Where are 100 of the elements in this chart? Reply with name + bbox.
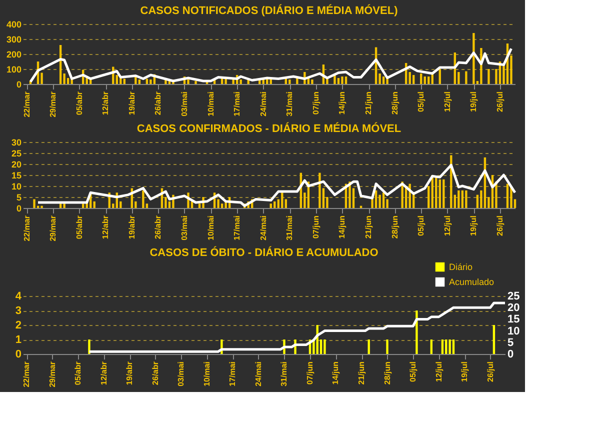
x-tick-label: 26/jul bbox=[486, 362, 495, 382]
bar bbox=[424, 76, 426, 84]
x-tick-label: 07/jun bbox=[311, 215, 320, 239]
x-tick-label: 07/jun bbox=[311, 91, 320, 115]
x-tick-label: 12/abr bbox=[101, 216, 110, 240]
bar bbox=[465, 71, 468, 84]
x-tick-label: 26/jul bbox=[495, 216, 504, 236]
y-tick-label: 200 bbox=[6, 50, 22, 60]
bar bbox=[288, 80, 291, 84]
y-tick-label: 10 bbox=[11, 182, 22, 192]
x-tick-label: 07/jun bbox=[305, 361, 314, 385]
bar bbox=[438, 179, 441, 208]
x-tick-label: 03/mai bbox=[180, 216, 189, 240]
x-tick-label: 26/abr bbox=[154, 216, 163, 240]
y2-tick-label: 15 bbox=[508, 314, 520, 326]
bar bbox=[428, 186, 430, 208]
x-tick-label: 10/mai bbox=[202, 362, 212, 386]
y-tick-label: 3 bbox=[15, 305, 22, 317]
bar bbox=[33, 199, 36, 208]
x-tick-label: 24/mai bbox=[258, 92, 268, 116]
bar bbox=[270, 80, 272, 84]
bar bbox=[134, 76, 137, 84]
bar bbox=[476, 194, 479, 208]
y2-tick-label: 25 bbox=[508, 290, 520, 302]
bar bbox=[430, 340, 433, 354]
x-tick-label: 19/abr bbox=[127, 92, 136, 116]
bar bbox=[458, 190, 460, 208]
x-tick-label: 31/mai bbox=[285, 216, 294, 240]
x-tick-label: 22/mar bbox=[22, 216, 32, 242]
chart-title: CASOS NOTIFICADOS (DIÁRIO E MÉDIA MÓVEL) bbox=[140, 4, 398, 17]
bar bbox=[428, 76, 430, 84]
x-tick-label: 05/abr bbox=[74, 216, 84, 240]
x-tick-label: 05/jul bbox=[408, 362, 418, 382]
x-tick-label: 12/jul bbox=[442, 216, 452, 236]
x-tick-label: 05/jul bbox=[416, 92, 426, 112]
x-tick-label: 29/mar bbox=[48, 216, 58, 242]
bar bbox=[93, 201, 96, 208]
x-tick-label: 17/mai bbox=[232, 216, 242, 240]
bar bbox=[442, 179, 445, 208]
y-tick-label: 2 bbox=[15, 320, 22, 332]
bar bbox=[284, 199, 287, 208]
bar bbox=[70, 80, 73, 84]
x-tick-label: 24/mai bbox=[254, 362, 263, 386]
bar bbox=[420, 74, 422, 84]
chart-title: CASOS CONFIRMADOS - DIÁRIO E MÉDIA MÓVEL bbox=[136, 122, 402, 135]
bar bbox=[438, 69, 441, 84]
bar bbox=[142, 190, 144, 208]
x-tick-label: 21/jun bbox=[364, 91, 374, 115]
x-tick-label: 05/abr bbox=[74, 362, 83, 386]
bar bbox=[472, 33, 475, 84]
x-tick-label: 12/abr bbox=[99, 362, 108, 386]
y-tick-label: 300 bbox=[6, 34, 22, 44]
x-tick-label: 10/mai bbox=[206, 216, 216, 240]
y-tick-label: 4 bbox=[15, 290, 22, 302]
x-tick-label: 19/jul bbox=[460, 362, 470, 382]
line-series bbox=[36, 164, 516, 208]
x-tick-label: 28/jun bbox=[382, 361, 392, 385]
bar bbox=[334, 75, 336, 84]
bar bbox=[461, 190, 464, 208]
bar bbox=[412, 75, 415, 84]
bar bbox=[382, 76, 385, 84]
bar bbox=[416, 310, 418, 354]
y-tick-label: 1 bbox=[15, 334, 22, 346]
bar bbox=[452, 340, 455, 354]
x-tick-label: 29/mar bbox=[48, 362, 57, 388]
x-tick-label: 19/jul bbox=[469, 216, 478, 236]
bar bbox=[187, 80, 190, 84]
x-tick-label: 28/jun bbox=[390, 91, 400, 115]
bar bbox=[378, 194, 381, 208]
x-tick-label: 03/mai bbox=[180, 92, 189, 116]
x-tick-label: 22/mar bbox=[22, 362, 32, 388]
x-tick-label: 29/mar bbox=[48, 92, 58, 118]
x-tick-label: 12/abr bbox=[101, 92, 110, 116]
x-tick-label: 21/jun bbox=[364, 215, 374, 239]
x-tick-label: 26/jul bbox=[495, 92, 504, 112]
y-tick-label: 5 bbox=[16, 192, 22, 202]
bar bbox=[368, 340, 370, 354]
x-tick-label: 14/jun bbox=[331, 361, 340, 385]
y-tick-label: 25 bbox=[11, 148, 22, 158]
y-tick-label: 0 bbox=[16, 80, 22, 90]
y2-tick-label: 0 bbox=[508, 348, 514, 360]
bar bbox=[344, 76, 348, 84]
bar bbox=[270, 204, 272, 208]
x-tick-label: 10/mai bbox=[206, 92, 216, 116]
x-tick-label: 19/abr bbox=[125, 362, 134, 386]
bar bbox=[441, 340, 444, 354]
bar bbox=[506, 184, 509, 208]
x-tick-label: 03/mai bbox=[176, 362, 186, 386]
y2-tick-label: 10 bbox=[508, 325, 520, 338]
bar bbox=[448, 340, 451, 354]
y-tick-label: 400 bbox=[6, 20, 22, 30]
x-tick-label: 28/jun bbox=[390, 215, 400, 239]
x-tick-label: 21/jun bbox=[357, 361, 366, 385]
y-tick-label: 30 bbox=[11, 138, 22, 148]
bar bbox=[386, 340, 388, 354]
bar bbox=[194, 81, 197, 84]
x-tick-label: 31/mai bbox=[280, 362, 289, 386]
bar bbox=[488, 69, 490, 84]
y-tick-label: 0 bbox=[15, 348, 22, 360]
bar bbox=[318, 172, 321, 208]
